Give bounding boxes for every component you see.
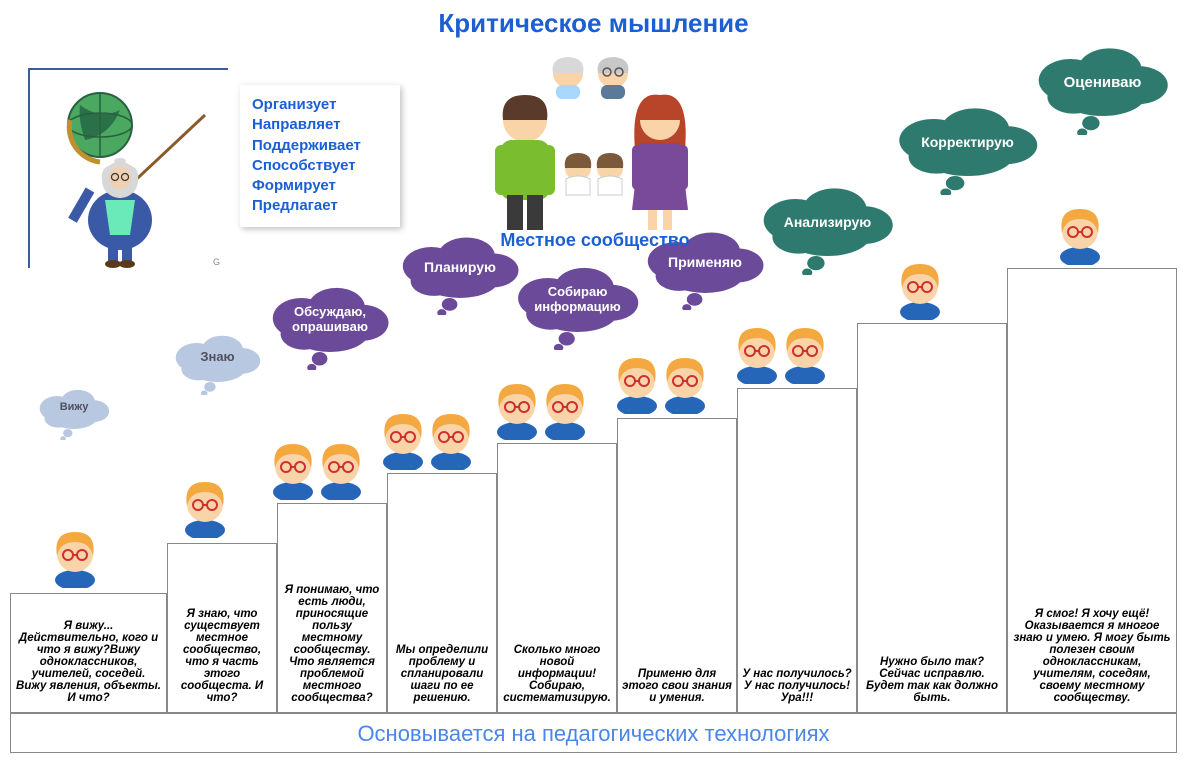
thought-cloud: Обсуждаю, опрашиваю: [265, 280, 395, 370]
cloud-label: Собираю информацию: [527, 285, 629, 315]
cloud-label: Корректирую: [921, 134, 1014, 150]
thought-cloud: Вижу: [35, 385, 113, 440]
page-title: Критическое мышление: [0, 8, 1187, 39]
step-3: Я понимаю, что есть люди, приносящие пол…: [277, 503, 387, 713]
student-avatar: [612, 354, 662, 414]
thought-cloud: Знаю: [170, 330, 265, 395]
step-6: Применю для этого свои знания и умения.: [617, 418, 737, 713]
step-9: Я смог! Я хочу ещё! Оказывается я многое…: [1007, 268, 1177, 713]
step-1: Я вижу... Действительно, кого и что я ви…: [10, 593, 167, 713]
step-text: Я смог! Я хочу ещё! Оказывается я многое…: [1012, 608, 1172, 704]
thought-cloud: Корректирую: [890, 100, 1045, 195]
step-text: Я знаю, что существует местное сообществ…: [172, 608, 272, 704]
student-avatar: [1055, 205, 1105, 265]
step-text: Я вижу... Действительно, кого и что я ви…: [15, 620, 162, 704]
thought-cloud: Собираю информацию: [510, 260, 645, 350]
step-2: Я знаю, что существует местное сообществ…: [167, 543, 277, 713]
thought-cloud: Оцениваю: [1030, 40, 1175, 135]
cloud-label: Применяю: [668, 254, 742, 270]
footer-bar: Основывается на педагогических технологи…: [10, 713, 1177, 753]
student-avatar: [268, 440, 318, 500]
step-8: Нужно было так? Сейчас исправлю. Будет т…: [857, 323, 1007, 713]
thought-cloud: Применяю: [640, 225, 770, 310]
student-avatar: [732, 324, 782, 384]
cloud-label: Обсуждаю, опрашиваю: [281, 305, 379, 335]
cloud-label: Знаю: [200, 350, 234, 365]
student-avatar: [50, 528, 100, 588]
cloud-label: Оцениваю: [1064, 74, 1142, 91]
cloud-label: Вижу: [60, 401, 89, 414]
student-avatar: [426, 410, 476, 470]
cloud-label: Планирую: [424, 259, 496, 275]
step-text: Применю для этого свои знания и умения.: [622, 668, 732, 704]
step-4: Мы определили проблему и спланировали ша…: [387, 473, 497, 713]
student-avatar: [660, 354, 710, 414]
step-text: У нас получилось? У нас получилось! Ура!…: [742, 668, 852, 704]
step-text: Мы определили проблему и спланировали ша…: [392, 644, 492, 704]
student-avatar: [378, 410, 428, 470]
student-avatar: [540, 380, 590, 440]
student-avatar: [180, 478, 230, 538]
step-5: Сколько много новой информации! Собираю,…: [497, 443, 617, 713]
step-text: Я понимаю, что есть люди, приносящие пол…: [282, 584, 382, 704]
step-text: Сколько много новой информации! Собираю,…: [502, 644, 612, 704]
step-text: Нужно было так? Сейчас исправлю. Будет т…: [862, 656, 1002, 704]
student-avatar: [316, 440, 366, 500]
student-avatar: [895, 260, 945, 320]
step-7: У нас получилось? У нас получилось! Ура!…: [737, 388, 857, 713]
student-avatar: [780, 324, 830, 384]
thought-cloud: Планирую: [395, 230, 525, 315]
thought-cloud: Анализирую: [755, 180, 900, 275]
student-avatar: [492, 380, 542, 440]
cloud-label: Анализирую: [784, 214, 872, 230]
